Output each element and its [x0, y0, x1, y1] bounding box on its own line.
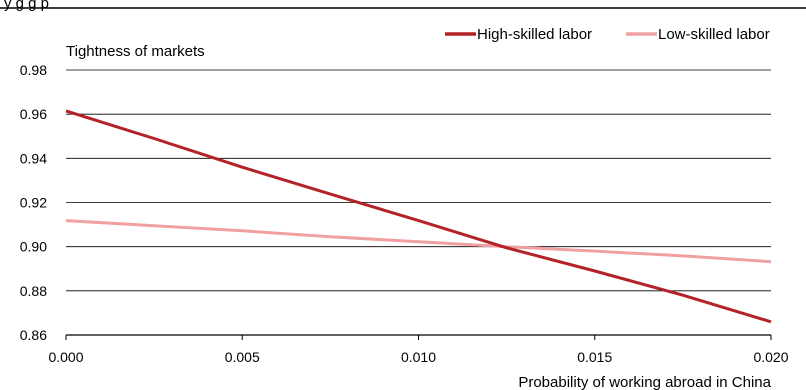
legend-item: Low-skilled labor — [626, 26, 770, 43]
x-tick-labels: 0.000 0.005 0.010 0.015 0.020 — [48, 335, 789, 365]
y-tick-label: 0.86 — [20, 327, 47, 343]
y-tick-label: 0.92 — [20, 195, 47, 211]
series-line-low-skilled-labor — [65, 219, 772, 264]
x-tick-label: 0.010 — [401, 349, 436, 365]
chart-title-partial: y g g p — [4, 0, 49, 12]
series-line-high-skilled-labor — [65, 109, 772, 324]
y-tick-label: 0.88 — [20, 283, 47, 299]
y-tick-labels: 0.86 0.88 0.90 0.92 0.94 0.96 0.98 — [20, 62, 47, 343]
x-tick-label: 0.000 — [48, 349, 83, 365]
y-tick-label: 0.90 — [20, 239, 47, 255]
legend: High-skilled labor Low-skilled labor — [445, 26, 770, 43]
grid-lines — [66, 69, 771, 336]
legend-label: High-skilled labor — [477, 26, 592, 43]
legend-item: High-skilled labor — [445, 26, 592, 43]
x-tick-label: 0.005 — [225, 349, 260, 365]
y-tick-label: 0.96 — [20, 106, 47, 122]
x-tick-label: 0.015 — [577, 349, 612, 365]
y-tick-label: 0.98 — [20, 62, 47, 78]
x-tick-label: 0.020 — [753, 349, 788, 365]
y-axis-label: Tightness of markets — [66, 43, 205, 60]
x-axis-label: Probability of working abroad in China — [518, 374, 771, 390]
series-lines — [65, 109, 772, 324]
legend-label: Low-skilled labor — [658, 26, 770, 43]
y-tick-label: 0.94 — [20, 150, 47, 166]
